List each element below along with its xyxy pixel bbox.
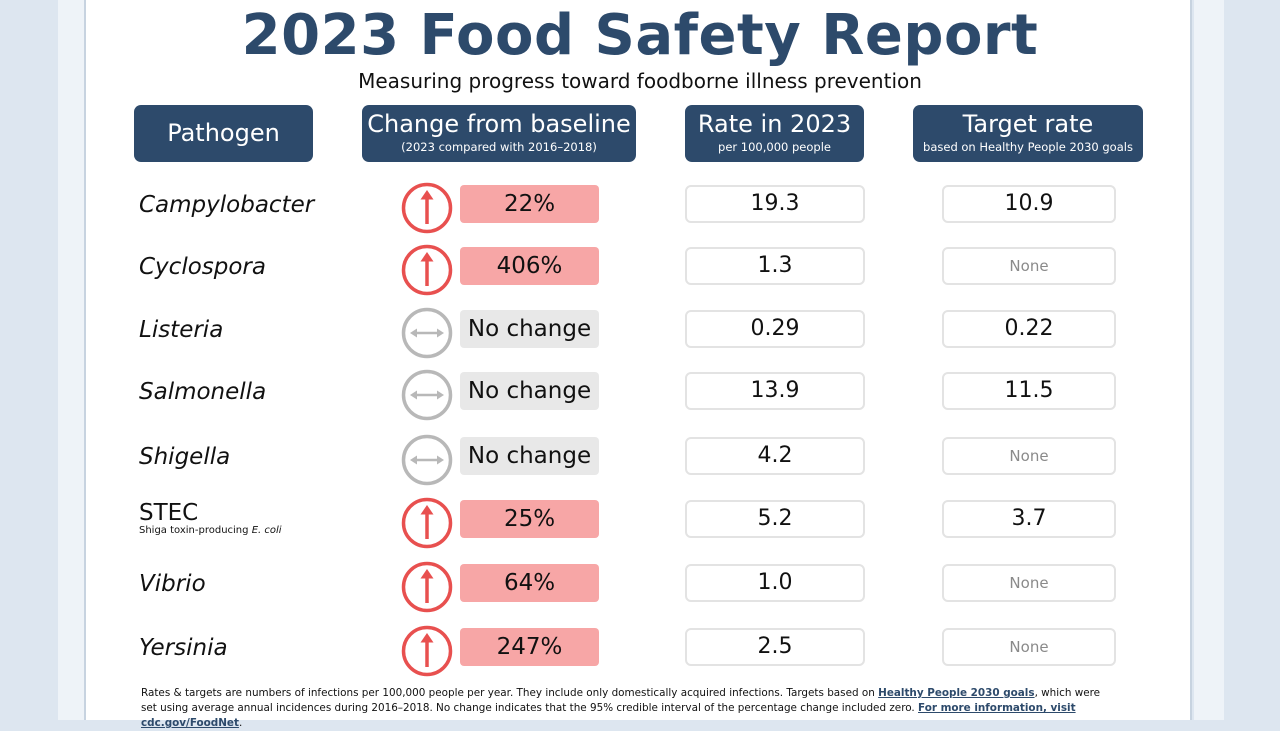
rate-value: 13.9 xyxy=(685,372,865,410)
header-change-sublabel: (2023 compared with 2016–2018) xyxy=(401,140,597,154)
pathogen-name: Vibrio xyxy=(139,571,206,597)
table-row: Listeria No change 0.29 0.22 xyxy=(0,307,1280,359)
change-value: 64% xyxy=(460,564,599,602)
pathogen-name: Cyclospora xyxy=(139,254,266,280)
footnote-text-3: . xyxy=(238,717,243,729)
rate-value: 4.2 xyxy=(685,437,865,475)
change-value: 406% xyxy=(460,247,599,285)
change-value: No change xyxy=(460,310,599,348)
pathogen-subtitle-text: Shiga toxin-producing xyxy=(139,525,252,536)
page-title: 2023 Food Safety Report xyxy=(241,3,1039,68)
rate-value: 5.2 xyxy=(685,500,865,538)
rate-value: 1.0 xyxy=(685,564,865,602)
change-value: No change xyxy=(460,437,599,475)
pathogen-subtitle-italic: E. coli xyxy=(251,525,282,536)
table-row: Shigella No change 4.2 None xyxy=(0,434,1280,486)
page-subtitle: Measuring progress toward foodborne illn… xyxy=(358,69,922,93)
header-target-label: Target rate xyxy=(962,110,1094,138)
target-value: 0.22 xyxy=(942,310,1116,348)
up-arrow-icon xyxy=(401,497,453,549)
header-rate: Rate in 2023 per 100,000 people xyxy=(685,105,864,162)
rate-value: 19.3 xyxy=(685,185,865,223)
change-value: No change xyxy=(460,372,599,410)
healthy-people-link[interactable]: Healthy People 2030 goals xyxy=(878,687,1035,699)
header-pathogen: Pathogen xyxy=(134,105,313,162)
pathogen-name: Salmonella xyxy=(139,379,267,405)
change-value: 247% xyxy=(460,628,599,666)
pathogen-subtitle: Shiga toxin-producing E. coli xyxy=(139,525,282,537)
table-row: Campylobacter 22% 19.3 10.9 xyxy=(0,182,1280,234)
rate-value: 1.3 xyxy=(685,247,865,285)
table-row: STEC Shiga toxin-producing E. coli 25% 5.2 3… xyxy=(0,497,1280,549)
target-value: None xyxy=(942,564,1116,602)
target-value: None xyxy=(942,247,1116,285)
pathogen-name: Listeria xyxy=(139,317,224,343)
target-value: 10.9 xyxy=(942,185,1116,223)
footnote-text-1: Rates & targets are numbers of infection… xyxy=(141,687,879,699)
header-change: Change from baseline (2023 compared with… xyxy=(362,105,636,162)
target-value: None xyxy=(942,437,1116,475)
up-arrow-icon xyxy=(401,244,453,296)
header-pathogen-label: Pathogen xyxy=(167,119,280,147)
table-row: Vibrio 64% 1.0 None xyxy=(0,561,1280,613)
left-margin xyxy=(58,0,84,720)
up-arrow-icon xyxy=(401,561,453,613)
table-row: Yersinia 247% 2.5 None xyxy=(0,625,1280,677)
pathogen-name: Shigella xyxy=(139,444,231,470)
header-rate-sublabel: per 100,000 people xyxy=(718,140,831,154)
target-value: 11.5 xyxy=(942,372,1116,410)
footnote-text-2: , which were set using average annual in… xyxy=(141,687,1101,714)
right-margin xyxy=(1194,0,1224,720)
header-change-label: Change from baseline xyxy=(367,110,631,138)
rate-value: 0.29 xyxy=(685,310,865,348)
header-rate-label: Rate in 2023 xyxy=(697,110,852,138)
change-value: 22% xyxy=(460,185,599,223)
footnote: Rates & targets are numbers of infection… xyxy=(141,686,1101,731)
target-value: 3.7 xyxy=(942,500,1116,538)
double-arrow-icon xyxy=(401,434,453,486)
change-value: 25% xyxy=(460,500,599,538)
up-arrow-icon xyxy=(401,182,453,234)
up-arrow-icon xyxy=(401,625,453,677)
table-row: Salmonella No change 13.9 11.5 xyxy=(0,369,1280,421)
table-row: Cyclospora 406% 1.3 None xyxy=(0,244,1280,296)
target-value: None xyxy=(942,628,1116,666)
header-target: Target rate based on Healthy People 2030… xyxy=(913,105,1143,162)
pathogen-name: Yersinia xyxy=(139,635,228,661)
rate-value: 2.5 xyxy=(685,628,865,666)
double-arrow-icon xyxy=(401,307,453,359)
pathogen-name: Campylobacter xyxy=(139,192,315,218)
pathogen-name: STEC xyxy=(139,500,199,526)
double-arrow-icon xyxy=(401,369,453,421)
header-target-sublabel: based on Healthy People 2030 goals xyxy=(923,140,1133,154)
